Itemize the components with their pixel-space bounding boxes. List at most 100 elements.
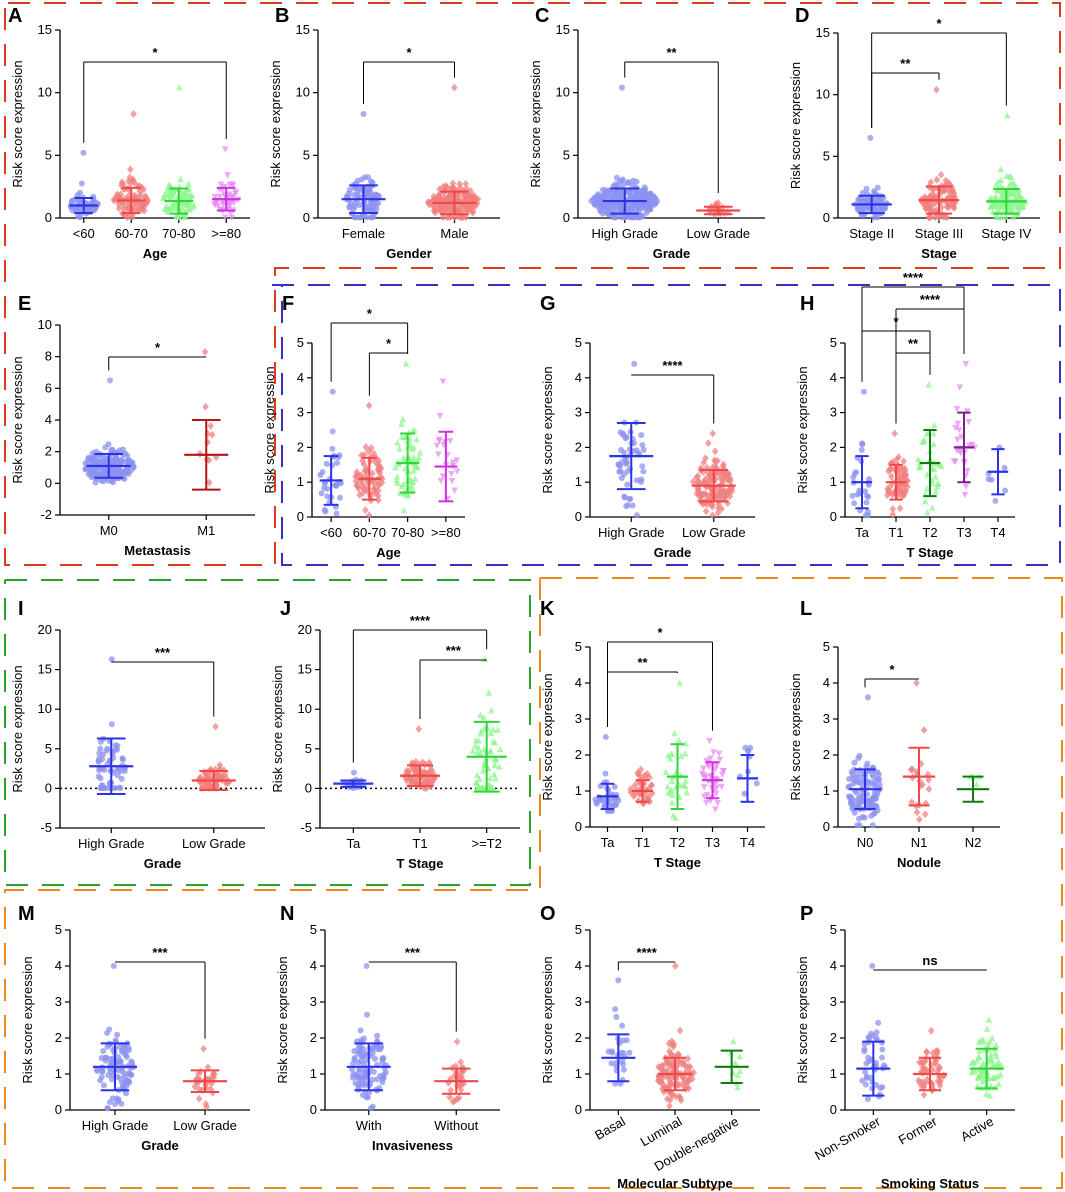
data-point — [399, 480, 407, 487]
data-point — [121, 1070, 128, 1077]
data-point — [480, 784, 488, 791]
data-point — [953, 447, 961, 455]
data-point — [129, 177, 137, 186]
y-tick-label: 4 — [55, 958, 62, 973]
y-tick-label: 5 — [310, 922, 317, 937]
data-point — [430, 202, 437, 211]
data-point — [358, 176, 365, 183]
panel-label: G — [540, 293, 556, 315]
data-point — [454, 1075, 461, 1084]
data-point — [898, 465, 906, 474]
data-point — [186, 206, 194, 213]
data-point — [916, 815, 923, 824]
data-point — [161, 205, 168, 212]
data-point — [372, 201, 379, 208]
data-point — [956, 384, 964, 391]
panel-H: H 0 1 2 3 4 5 Risk score expression Ta T1 T2 T3 T4 T … — [795, 270, 1015, 560]
data-point — [410, 467, 417, 474]
data-point — [993, 1053, 1000, 1060]
y-tick-label: 10 — [38, 701, 52, 716]
data-point — [993, 201, 1001, 208]
data-point — [318, 490, 325, 497]
panel-label: O — [540, 903, 556, 925]
x-axis-title: Grade — [654, 545, 692, 560]
data-point — [714, 483, 721, 491]
data-point — [719, 771, 726, 779]
data-point — [615, 461, 622, 468]
data-point — [992, 497, 999, 504]
data-point — [365, 447, 373, 456]
data-point — [862, 1081, 869, 1088]
y-tick-label: 5 — [830, 335, 837, 350]
data-point — [624, 481, 631, 488]
data-point — [368, 452, 376, 461]
y-axis-title: Risk score expression — [528, 60, 543, 187]
data-point — [871, 794, 878, 801]
data-point — [89, 455, 96, 462]
data-point — [641, 792, 649, 801]
data-point — [229, 193, 236, 200]
data-point — [894, 481, 902, 490]
y-tick-label: 5 — [575, 639, 582, 654]
data-point — [849, 492, 856, 499]
data-point — [447, 186, 455, 194]
data-point — [669, 1091, 676, 1099]
data-point — [465, 203, 472, 212]
data-point — [662, 768, 670, 775]
data-point — [132, 180, 140, 189]
data-point — [955, 427, 963, 434]
data-point — [954, 436, 961, 443]
data-point — [489, 726, 497, 733]
data-point — [871, 789, 878, 796]
y-tick-label: 15 — [38, 662, 52, 677]
data-point — [182, 207, 189, 215]
data-point-max — [747, 744, 754, 751]
data-point — [676, 1026, 684, 1035]
data-point — [180, 191, 188, 198]
sig-label: * — [889, 662, 895, 677]
data-point — [879, 1083, 886, 1090]
data-point — [865, 512, 872, 519]
y-tick-label: 5 — [830, 922, 837, 937]
data-point — [112, 1101, 119, 1108]
data-point — [952, 458, 959, 465]
data-point — [930, 430, 937, 437]
data-point — [624, 180, 631, 187]
y-axis-title: Risk score expression — [10, 665, 25, 792]
data-point — [131, 202, 138, 211]
data-point — [619, 176, 626, 183]
data-point — [942, 176, 950, 185]
data-point — [228, 214, 235, 221]
data-point — [932, 488, 940, 495]
data-point-max — [222, 146, 229, 153]
data-point-max — [913, 679, 920, 687]
data-point — [639, 442, 646, 449]
data-point — [118, 1048, 125, 1055]
data-point — [988, 1057, 995, 1064]
y-tick-label: 10 — [38, 85, 52, 100]
data-point — [447, 470, 455, 478]
data-point — [683, 1066, 691, 1075]
data-point — [114, 766, 121, 773]
data-point — [104, 785, 111, 792]
panel-label: M — [18, 903, 35, 925]
data-point — [439, 473, 447, 480]
data-point — [712, 489, 719, 498]
data-point — [682, 777, 690, 784]
y-tick-label: -2 — [40, 507, 52, 522]
y-tick-label: 5 — [297, 335, 304, 350]
data-point — [935, 1064, 943, 1073]
data-point — [329, 428, 336, 435]
data-point — [449, 179, 457, 188]
data-point — [851, 500, 858, 507]
data-point — [705, 763, 713, 771]
data-point — [668, 791, 676, 798]
data-point — [329, 445, 336, 452]
data-point — [188, 191, 195, 199]
y-tick-label: 3 — [575, 405, 582, 420]
data-point — [652, 200, 659, 207]
data-point — [195, 1094, 203, 1103]
data-point — [367, 199, 374, 206]
y-tick-label: 1 — [830, 474, 837, 489]
data-point — [400, 454, 407, 462]
